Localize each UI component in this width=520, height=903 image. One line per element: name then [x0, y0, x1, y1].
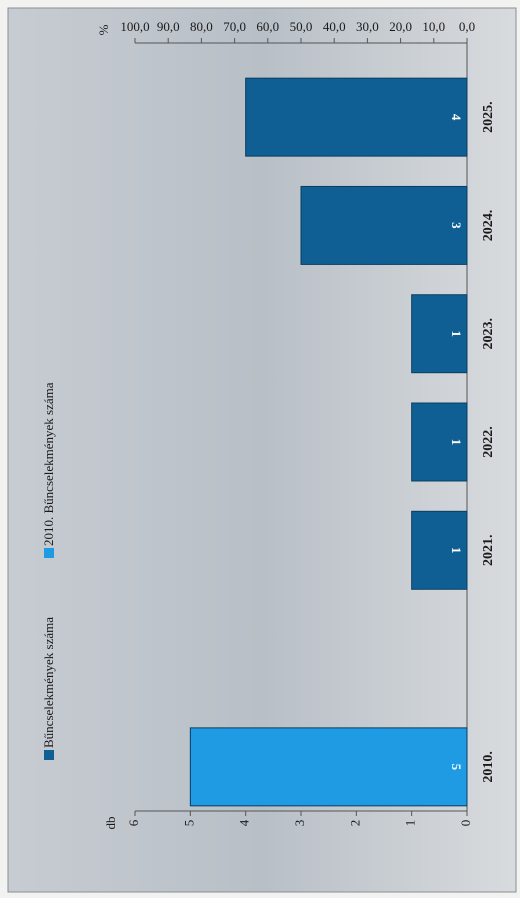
y2-tick-label: 100,0 — [120, 19, 149, 34]
y2-tick-label: 80,0 — [190, 19, 213, 34]
x-tick-label: 2021. — [481, 535, 496, 567]
bar — [411, 510, 468, 590]
legend-swatch — [44, 750, 54, 760]
x-tick-label: 2010. — [481, 751, 496, 783]
y-tick-label: 2 — [347, 820, 362, 827]
bar — [411, 402, 468, 482]
rotated-chart: db%01234560,010,020,030,040,050,060,070,… — [41, 19, 496, 830]
y2-tick-label: 0,0 — [459, 19, 475, 34]
y-tick-label: 1 — [403, 820, 418, 827]
x-tick-label: 2025. — [481, 101, 496, 133]
data-label: 4 — [449, 114, 464, 121]
y-tick-label: 3 — [292, 820, 307, 827]
y-tick-label: 5 — [181, 820, 196, 827]
legend-swatch — [44, 548, 54, 558]
data-label: 3 — [449, 222, 464, 229]
legend-label: 2010. Bűncselekmények száma — [41, 382, 56, 546]
y-tick-label: 4 — [237, 819, 252, 826]
x-tick-label: 2023. — [481, 318, 496, 350]
data-label: 5 — [449, 764, 464, 771]
y2-tick-label: 60,0 — [256, 19, 279, 34]
x-tick-label: 2022. — [481, 426, 496, 458]
y-tick-label: 6 — [126, 819, 141, 826]
bar — [189, 727, 468, 807]
y2-tick-label: 30,0 — [356, 19, 379, 34]
y2-tick-label: 10,0 — [422, 19, 445, 34]
bar — [245, 77, 468, 157]
bar — [411, 294, 468, 374]
y2-tick-label: 20,0 — [389, 19, 412, 34]
y2-tick-label: 40,0 — [323, 19, 346, 34]
x-tick-label: 2024. — [481, 210, 496, 242]
legend-label: Bűncselekmények száma — [41, 617, 56, 748]
y2-tick-label: 70,0 — [223, 19, 246, 34]
y-axis-label: db — [103, 817, 118, 830]
data-label: 1 — [449, 547, 464, 554]
data-label: 1 — [449, 439, 464, 446]
y2-tick-label: 90,0 — [157, 19, 180, 34]
bar — [300, 185, 468, 265]
y2-axis-label: % — [96, 24, 111, 35]
y2-tick-label: 50,0 — [290, 19, 313, 34]
y-tick-label: 0 — [458, 820, 473, 827]
data-label: 1 — [449, 330, 464, 337]
